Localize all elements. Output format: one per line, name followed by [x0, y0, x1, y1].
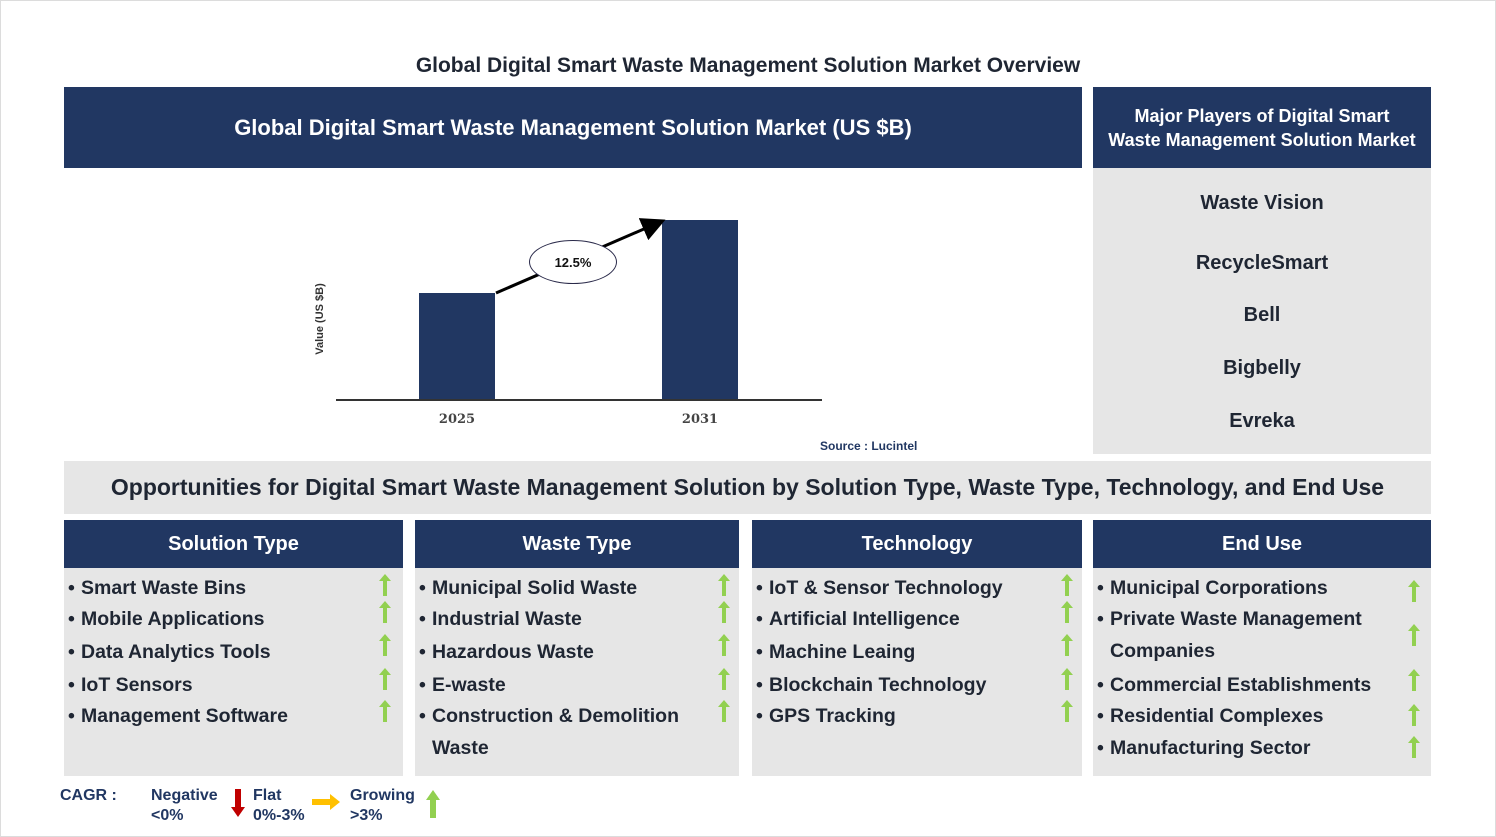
player-item: RecycleSmart	[1195, 252, 1329, 274]
list-item: • Hazardous Waste	[419, 641, 594, 663]
list-item: • Residential Complexes	[1097, 705, 1324, 727]
segment-technology: Technology • IoT & Sensor Technology • Art…	[752, 520, 1082, 776]
list-item: • GPS Tracking	[756, 705, 896, 727]
x-axis-line	[336, 399, 822, 401]
down-arrow-red-icon	[231, 789, 245, 817]
up-arrow-green-icon	[718, 634, 730, 656]
up-arrow-green-icon	[1061, 634, 1073, 656]
up-arrow-green-icon	[718, 601, 730, 623]
legend-negative-range: <0%	[151, 807, 184, 824]
list-item: • Management Software	[68, 705, 288, 727]
player-item: Bell	[1243, 304, 1281, 326]
list-item: • Mobile Applications	[68, 608, 265, 630]
list-item: • IoT & Sensor Technology	[756, 577, 1003, 599]
legend-flat-label: Flat	[253, 787, 282, 804]
legend-growing-range: >3%	[350, 807, 383, 824]
segment-title: End Use	[1093, 520, 1431, 568]
list-item: • Commercial Establishments	[1097, 674, 1372, 696]
x-tick-2031: 2031	[681, 412, 719, 427]
segment-end-use: End Use • Municipal Corporations • Private…	[1093, 520, 1431, 776]
segment-list: • Municipal Corporations • Private Waste M…	[1093, 568, 1431, 776]
list-item: • Manufacturing Sector	[1097, 737, 1311, 759]
up-arrow-green-icon	[379, 634, 391, 656]
segment-list: • IoT & Sensor Technology • Artificial Int…	[752, 568, 1082, 776]
up-arrow-green-icon	[1408, 669, 1420, 691]
list-item: • Construction & Demolition Waste	[419, 705, 679, 759]
up-arrow-green-icon	[379, 700, 391, 722]
list-item: • E-waste	[419, 674, 506, 696]
segment-title: Technology	[752, 520, 1082, 568]
growth-trend-arrow-icon	[495, 218, 666, 295]
up-arrow-green-icon	[1061, 668, 1073, 690]
list-item: • Artificial Intelligence	[756, 608, 960, 630]
list-item: • Municipal Corporations	[1097, 577, 1328, 599]
list-item: • IoT Sensors	[68, 674, 193, 696]
major-players-header: Major Players of Digital Smart Waste Man…	[1093, 87, 1431, 168]
list-item: • Municipal Solid Waste	[419, 577, 638, 599]
legend-growing: Growing >3%	[350, 786, 415, 826]
player-item: Bigbelly	[1223, 357, 1301, 379]
opportunities-header: Opportunities for Digital Smart Waste Ma…	[64, 461, 1431, 514]
up-arrow-green-icon	[379, 574, 391, 596]
source-label: Source : Lucintel	[820, 439, 918, 453]
up-arrow-green-icon	[1408, 704, 1420, 726]
legend-title: CAGR :	[60, 787, 117, 804]
market-chart-header: Global Digital Smart Waste Management So…	[64, 87, 1082, 168]
segment-list: • Smart Waste Bins • Mobile Applications •…	[64, 568, 403, 776]
segment-title: Waste Type	[415, 520, 739, 568]
bar-2031	[662, 220, 738, 399]
legend-growing-label: Growing	[350, 787, 415, 804]
up-arrow-green-icon	[718, 700, 730, 722]
up-arrow-green-icon	[1061, 601, 1073, 623]
list-item: • Industrial Waste	[419, 608, 582, 630]
list-item: • Blockchain Technology	[756, 674, 987, 696]
up-arrow-green-icon	[1061, 574, 1073, 596]
legend-negative-label: Negative	[151, 787, 218, 804]
list-item: • Smart Waste Bins	[68, 577, 247, 599]
page-title: Global Digital Smart Waste Management So…	[415, 54, 1081, 77]
legend-flat: Flat 0%-3%	[253, 786, 305, 826]
x-tick-2025: 2025	[438, 412, 476, 427]
major-players-list: Waste Vision RecycleSmart Bell Bigbelly …	[1093, 168, 1431, 454]
market-bar-chart: Value (US $B) 2025 2031 12.5% Source : L…	[300, 200, 940, 460]
up-arrow-green-icon	[379, 601, 391, 623]
up-arrow-green-icon	[1408, 736, 1420, 758]
segment-solution-type: Solution Type • Smart Waste Bins • Mobile …	[64, 520, 403, 776]
up-arrow-green-icon	[718, 668, 730, 690]
segment-waste-type: Waste Type • Municipal Solid Waste • Indus…	[415, 520, 739, 776]
up-arrow-green-icon	[1408, 624, 1420, 646]
list-item: • Data Analytics Tools	[68, 641, 271, 663]
legend-negative: Negative <0%	[151, 786, 218, 826]
legend-flat-range: 0%-3%	[253, 807, 305, 824]
list-item: • Machine Leaing	[756, 641, 916, 663]
right-arrow-yellow-icon	[312, 794, 340, 810]
segment-title: Solution Type	[64, 520, 403, 568]
list-item: • Private Waste Management Companies	[1097, 608, 1362, 662]
up-arrow-green-icon	[1061, 700, 1073, 722]
up-arrow-green-icon	[1408, 580, 1420, 602]
up-arrow-green-icon	[426, 790, 440, 818]
up-arrow-green-icon	[718, 574, 730, 596]
bar-2025	[419, 293, 495, 399]
cagr-annotation: 12.5%	[529, 240, 617, 284]
segment-list: • Municipal Solid Waste • Industrial Waste…	[415, 568, 739, 776]
player-item: Waste Vision	[1200, 192, 1324, 214]
player-item: Evreka	[1229, 410, 1295, 432]
up-arrow-green-icon	[379, 668, 391, 690]
